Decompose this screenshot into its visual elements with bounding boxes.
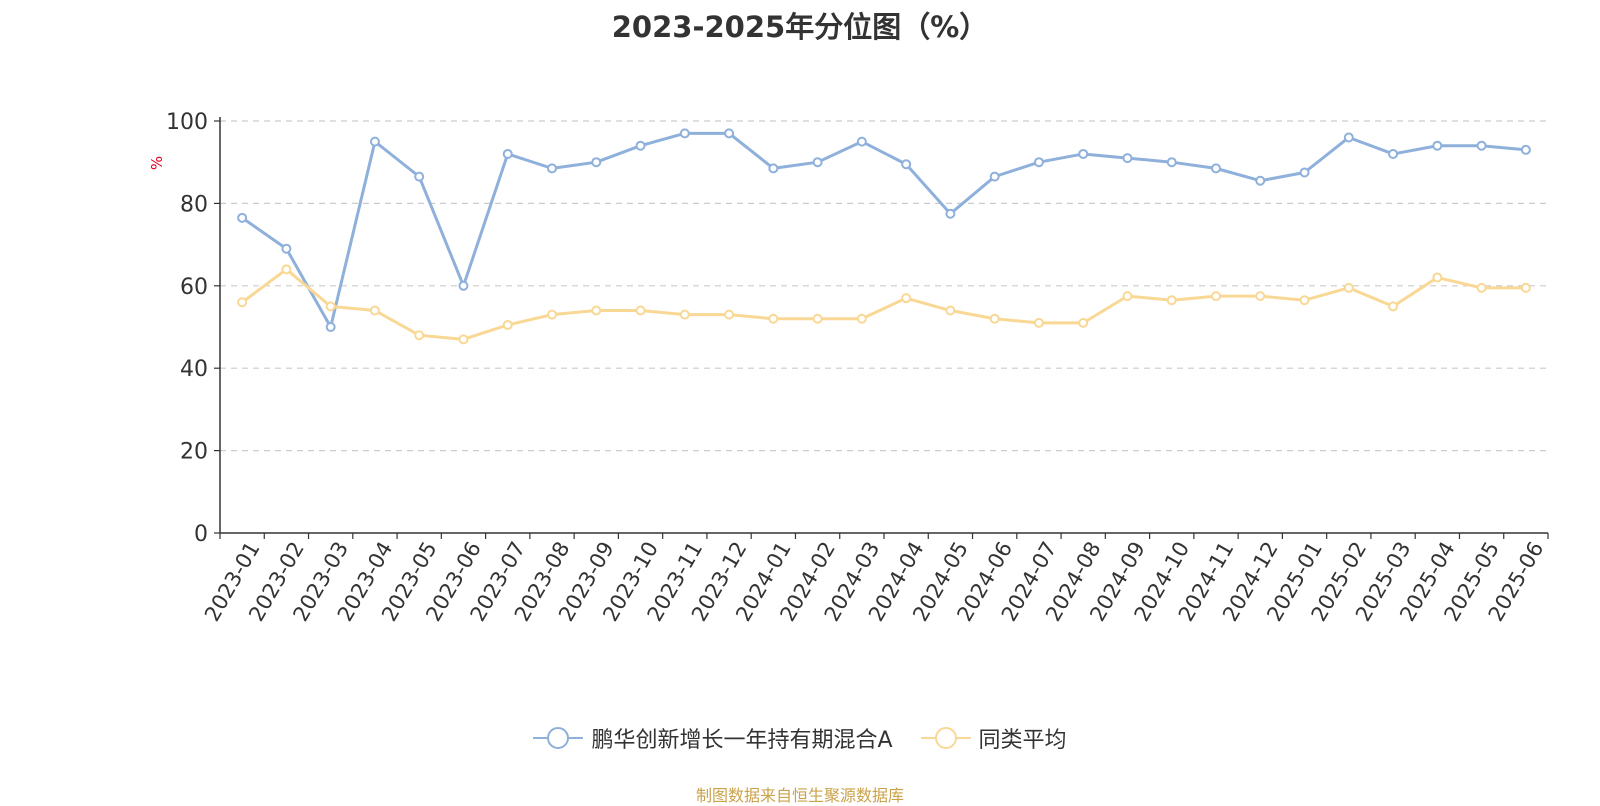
series-1-point-2023-01 bbox=[237, 297, 248, 308]
series-0-point-2023-01 bbox=[237, 212, 248, 223]
series-0-point-2023-11 bbox=[679, 128, 690, 139]
series-1-point-2023-07 bbox=[502, 319, 513, 330]
grid-layer bbox=[220, 120, 1548, 452]
series-0-point-2023-05 bbox=[414, 171, 425, 182]
series-1-point-2024-02 bbox=[812, 313, 823, 324]
series-0-point-2023-09 bbox=[591, 157, 602, 168]
series-line-0 bbox=[241, 131, 1527, 329]
series-0-point-2023-10 bbox=[635, 140, 646, 151]
series-0-point-2023-04 bbox=[369, 136, 380, 147]
y-tick-label-0: 0 bbox=[194, 522, 208, 547]
series-1-point-2023-04 bbox=[369, 305, 380, 316]
series-0-point-2024-03 bbox=[856, 136, 867, 147]
series-0-point-2024-04 bbox=[901, 159, 912, 170]
series-0-point-2024-07 bbox=[1033, 157, 1044, 168]
series-1-point-2023-05 bbox=[414, 330, 425, 341]
legend-label: 鹏华创新增长一年持有期混合A bbox=[591, 728, 893, 753]
series-1-point-2025-05 bbox=[1476, 282, 1487, 293]
series-0-point-2023-12 bbox=[724, 128, 735, 139]
legend-item-0[interactable]: 鹏华创新增长一年持有期混合A bbox=[533, 722, 893, 754]
legend-label: 同类平均 bbox=[978, 728, 1067, 753]
y-tick-label-40: 40 bbox=[180, 357, 208, 382]
series-0-point-2024-08 bbox=[1078, 148, 1089, 159]
series-1-point-2024-10 bbox=[1166, 295, 1177, 306]
series-0-point-2024-11 bbox=[1211, 163, 1221, 174]
series-0-point-2024-05 bbox=[945, 208, 956, 219]
series-1-point-2023-03 bbox=[325, 301, 336, 312]
series-1-point-2023-02 bbox=[281, 264, 292, 275]
series-0-point-2025-02 bbox=[1343, 132, 1354, 143]
series-0-point-2025-04 bbox=[1432, 140, 1443, 151]
series-0-point-2024-02 bbox=[812, 157, 823, 168]
series-layer bbox=[237, 128, 1531, 345]
series-1-point-2025-04 bbox=[1432, 272, 1443, 283]
series-0-point-2023-08 bbox=[547, 163, 557, 174]
series-1-point-2024-08 bbox=[1078, 317, 1089, 328]
series-0-point-2024-10 bbox=[1166, 157, 1177, 168]
series-0-point-2025-06 bbox=[1520, 144, 1531, 155]
series-1-point-2025-03 bbox=[1388, 301, 1399, 312]
series-1-point-2024-07 bbox=[1033, 317, 1044, 328]
series-0-point-2023-07 bbox=[502, 148, 513, 159]
series-1-point-2023-08 bbox=[547, 309, 557, 320]
series-1-point-2025-06 bbox=[1520, 282, 1531, 293]
legend-item-1[interactable]: 同类平均 bbox=[920, 722, 1067, 754]
series-1-point-2024-04 bbox=[901, 293, 912, 304]
legend-symbol-icon bbox=[920, 727, 971, 749]
series-line-1 bbox=[241, 267, 1526, 341]
series-1-point-2023-09 bbox=[591, 305, 602, 316]
series-1-point-2023-06 bbox=[458, 334, 469, 345]
legend-symbol-icon bbox=[533, 727, 584, 749]
series-0-point-2023-06 bbox=[458, 280, 469, 291]
series-1-point-2024-01 bbox=[768, 313, 779, 324]
series-1-point-2024-09 bbox=[1122, 291, 1133, 302]
y-tick-label-80: 80 bbox=[180, 192, 208, 217]
y-tick-label-100: 100 bbox=[166, 110, 208, 135]
series-1-point-2024-11 bbox=[1211, 291, 1221, 302]
chart-title: 2023-2025年分位图（%） bbox=[611, 10, 989, 44]
series-0-point-2024-01 bbox=[768, 163, 779, 174]
series-0-point-2024-12 bbox=[1255, 175, 1266, 186]
y-tick-label-20: 20 bbox=[180, 440, 208, 465]
series-0-point-2025-03 bbox=[1388, 148, 1399, 159]
series-1-point-2024-12 bbox=[1255, 291, 1266, 302]
axis-layer bbox=[214, 117, 1549, 539]
series-1-point-2023-10 bbox=[635, 305, 646, 316]
series-0-point-2024-09 bbox=[1122, 153, 1133, 164]
source-note: 制图数据来自恒生聚源数据库 bbox=[695, 786, 904, 805]
series-1-point-2024-06 bbox=[989, 313, 1000, 324]
series-0-point-2025-01 bbox=[1299, 167, 1310, 178]
y-axis-label: % bbox=[148, 156, 166, 170]
series-1-point-2025-01 bbox=[1299, 295, 1310, 306]
series-0-point-2023-03 bbox=[325, 322, 336, 332]
legend: 鹏华创新增长一年持有期混合A 同类平均 bbox=[0, 722, 1600, 754]
series-1-point-2025-02 bbox=[1343, 282, 1354, 293]
series-1-point-2024-03 bbox=[856, 313, 867, 324]
series-0-point-2023-02 bbox=[281, 243, 292, 254]
series-0-point-2025-05 bbox=[1476, 140, 1487, 151]
series-1-point-2023-12 bbox=[724, 309, 735, 320]
y-tick-label-60: 60 bbox=[180, 275, 208, 300]
series-0-point-2024-06 bbox=[989, 171, 1000, 182]
series-1-point-2024-05 bbox=[945, 305, 956, 316]
series-1-point-2023-11 bbox=[679, 309, 690, 320]
